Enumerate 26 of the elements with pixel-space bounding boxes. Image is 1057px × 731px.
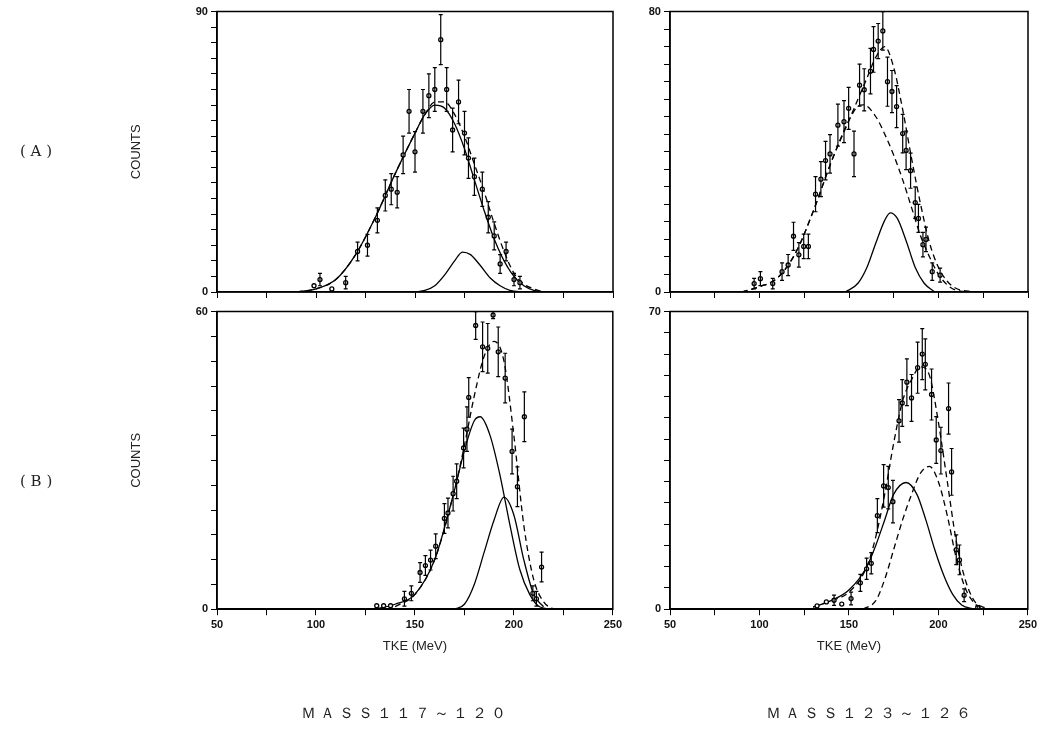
y-tick-label: 90	[195, 4, 208, 17]
x-tick-label: 150	[839, 617, 859, 630]
x-tick-label: 100	[750, 617, 769, 630]
y-tick-label: 0	[654, 602, 661, 615]
text: ( B )	[20, 472, 53, 490]
x-tick-label: 150	[405, 617, 425, 630]
x-tick-label: 50	[663, 617, 677, 630]
x-axis-title: TKE (MeV)	[816, 637, 882, 653]
y-tick-label: 0	[654, 285, 661, 298]
x-axis-title: TKE (MeV)	[382, 637, 448, 653]
text: ＭＡＳＳ１２３～１２６	[765, 704, 975, 723]
x-tick-label: 250	[1018, 617, 1037, 630]
y-tick-label: 0	[201, 602, 208, 615]
x-tick-label: 250	[603, 617, 622, 630]
text: ( A )	[20, 142, 53, 160]
y-axis-title: COUNTS	[128, 124, 144, 180]
y-tick-label: 0	[201, 285, 208, 298]
x-tick-label: 50	[210, 617, 224, 630]
y-tick-label: 60	[195, 304, 208, 317]
y-tick-label: 80	[648, 4, 661, 17]
y-tick-label: 70	[648, 304, 661, 317]
x-tick-label: 200	[504, 617, 524, 630]
y-axis-title: COUNTS	[128, 432, 144, 488]
x-tick-label: 200	[929, 617, 948, 630]
text: ＭＡＳＳ１１７～１２０	[300, 704, 510, 723]
x-tick-label: 100	[306, 617, 326, 630]
